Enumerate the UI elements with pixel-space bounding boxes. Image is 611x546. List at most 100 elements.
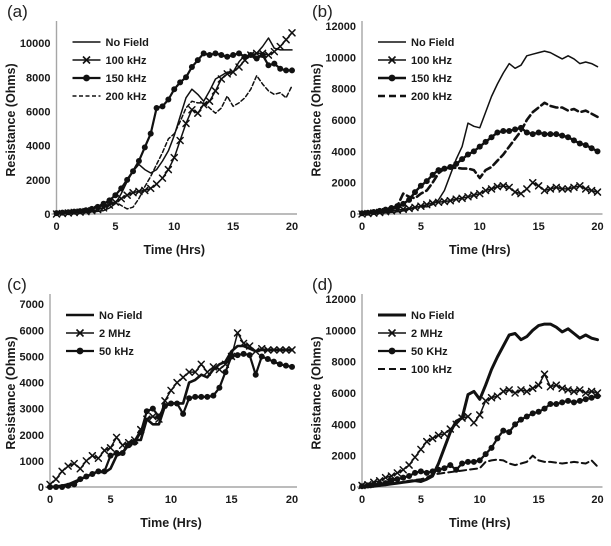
svg-text:20: 20 [286,221,298,233]
panel-c-label: (c) [7,275,27,294]
svg-text:20: 20 [591,221,603,233]
panel-a: (a) 0 2000 4000 6000 8000 10000 0 5 10 15 20 Time (… [0,0,305,273]
svg-text:5000: 5000 [20,351,44,363]
legend-label: 100 kHz [411,55,452,67]
svg-text:0: 0 [359,221,365,233]
axes [51,21,297,215]
svg-text:6000: 6000 [20,325,44,337]
svg-text:2000: 2000 [20,430,44,442]
svg-text:4000: 4000 [26,141,50,153]
y-tick-labels: 0 2000 4000 6000 8000 10000 [20,38,51,221]
legend-label: 50 KHz [411,346,448,358]
legend-label: 150 kHz [106,73,147,85]
series-200-khz [360,101,599,216]
legend-label: 100 kHz [411,364,452,376]
svg-text:6000: 6000 [26,106,50,118]
svg-text:6000: 6000 [332,388,356,400]
x-axis-label: Time (Hrs) [140,516,202,530]
svg-text:0: 0 [350,209,356,221]
series-2-mhz [358,370,602,490]
svg-text:10000: 10000 [325,52,356,64]
svg-text:10: 10 [168,221,180,233]
panel-b-label: (b) [312,2,333,21]
svg-text:0: 0 [53,221,59,233]
svg-text:5: 5 [112,221,118,233]
svg-text:12000: 12000 [325,21,356,33]
legend-label: 2 MHz [411,328,443,340]
svg-text:3000: 3000 [20,404,44,416]
svg-text:5: 5 [418,494,424,506]
svg-text:15: 15 [227,221,239,233]
svg-text:15: 15 [533,494,545,506]
series-50-khz [359,393,601,490]
series-200-khz [55,74,293,215]
svg-text:2000: 2000 [332,451,356,463]
panel-d-chart: 0 2000 4000 6000 8000 10000 12000 0 5 10 15 20 Time … [310,294,604,530]
y-axis-label: Resistance (Ohms) [310,336,324,449]
svg-text:8000: 8000 [26,72,50,84]
series-100-khz [361,454,599,488]
svg-text:10000: 10000 [325,325,356,337]
svg-text:7000: 7000 [20,299,44,311]
svg-text:10000: 10000 [20,38,51,50]
svg-text:10: 10 [474,494,486,506]
svg-text:10: 10 [474,221,486,233]
axes [45,294,297,488]
axes [357,294,603,488]
legend-label: 200 kHz [411,91,452,103]
legend-label: 2 MHz [99,328,131,340]
svg-text:15: 15 [533,221,545,233]
y-axis-label: Resistance (Ohms) [310,63,324,176]
svg-text:20: 20 [591,494,603,506]
series-150-khz [359,124,601,217]
panel-a-label: (a) [7,2,28,21]
svg-text:0: 0 [38,482,44,494]
panel-b-chart: 0 2000 4000 6000 8000 10000 12000 0 5 10 15 20 Time … [310,21,604,257]
x-tick-labels: 0 5 10 15 20 [47,494,298,506]
legend-label: 150 kHz [411,73,452,85]
svg-text:4000: 4000 [332,419,356,431]
y-tick-labels: 0 2000 4000 6000 8000 10000 12000 [325,21,356,221]
axes [357,21,603,215]
x-axis-label: Time (Hrs) [449,516,511,530]
legend: No Field 2 MHz 50 KHz 100 kHz [378,310,454,376]
legend-label: No Field [411,310,454,322]
panel-c-chart: 0 1000 2000 3000 4000 5000 6000 7000 0 5 10 15 20 Tim… [4,294,298,530]
svg-text:15: 15 [225,494,237,506]
x-axis-label: Time (Hrs) [143,243,205,257]
svg-text:0: 0 [47,494,53,506]
series-150-khz [53,50,295,217]
series-100-khz [358,178,602,218]
svg-text:2000: 2000 [332,178,356,190]
svg-text:0: 0 [44,209,50,221]
legend-label: No Field [99,310,142,322]
legend: No Field 2 MHz 50 kHz [66,310,142,358]
svg-text:8000: 8000 [332,357,356,369]
y-axis-label: Resistance (Ohms) [4,63,18,176]
legend-label: 100 kHz [106,55,147,67]
svg-text:0: 0 [350,482,356,494]
svg-text:20: 20 [286,494,298,506]
svg-text:10: 10 [165,494,177,506]
panel-d-label: (d) [312,275,333,294]
svg-text:1000: 1000 [20,456,44,468]
svg-text:0: 0 [359,494,365,506]
x-tick-labels: 0 5 10 15 20 [53,221,298,233]
series-no-field [55,37,293,215]
legend: No Field 100 kHz 150 kHz 200 kHz [72,37,149,103]
svg-text:4000: 4000 [20,378,44,390]
legend-label: No Field [411,37,454,49]
legend-label: 200 kHz [106,91,147,103]
panel-d: (d) 0 2000 4000 6000 8000 10000 12000 0 5 10 15 20 T… [305,273,611,546]
legend-label: No Field [106,37,149,49]
x-tick-labels: 0 5 10 15 20 [359,494,604,506]
panel-b: (b) 0 2000 4000 6000 8000 10000 12000 0 5 10 15 20 T… [305,0,611,273]
svg-text:5: 5 [107,494,113,506]
svg-text:8000: 8000 [332,84,356,96]
panel-a-chart: 0 2000 4000 6000 8000 10000 0 5 10 15 20 Time (Hrs)… [4,21,298,257]
svg-text:2000: 2000 [26,175,50,187]
y-tick-labels: 0 1000 2000 3000 4000 5000 6000 7000 [20,299,44,494]
x-axis-label: Time (Hrs) [449,243,511,257]
series-50-khz [47,350,295,490]
